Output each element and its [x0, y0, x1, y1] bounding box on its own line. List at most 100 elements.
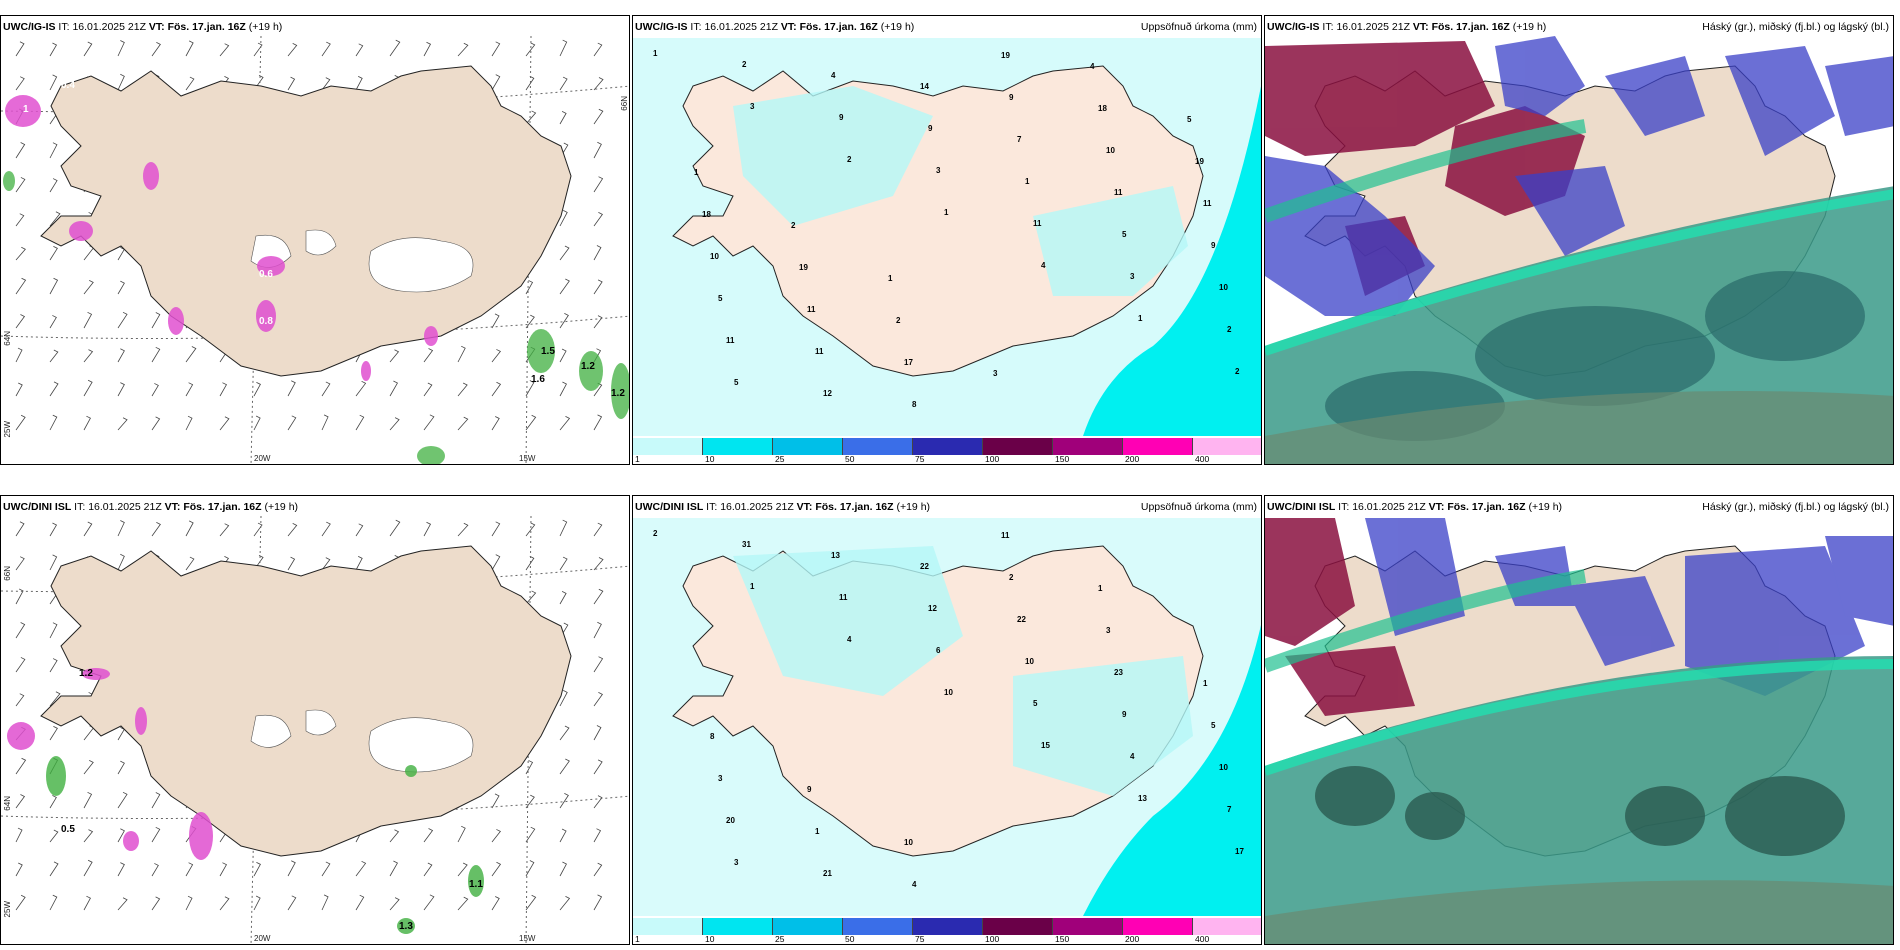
wind-barb [355, 380, 367, 397]
panel-header: UWC/DINI ISL IT: 16.01.2025 21Z VT: Fös.… [1265, 496, 1893, 518]
precip-value: 4 [1090, 62, 1095, 71]
colorbar-segment [703, 438, 773, 455]
precip-value: 8 [710, 732, 715, 741]
wind-barb [525, 794, 535, 809]
wind-barb [117, 246, 125, 261]
wind-barb [593, 42, 603, 57]
wind-barb [389, 349, 400, 363]
wind-barb [491, 349, 502, 363]
wind-barb [287, 860, 296, 877]
lon-label: 20W [254, 454, 271, 463]
wind-barb [83, 415, 91, 431]
precip-value: 31 [742, 540, 751, 549]
precip-value: 10 [1219, 763, 1228, 772]
wind-barb [83, 245, 95, 261]
wind-barb [321, 861, 331, 877]
precip-value: 5 [1122, 230, 1127, 239]
vt-value: Fös. 17.jan. 16Z [1431, 21, 1510, 33]
wind-barb [287, 415, 297, 431]
wind-barb [117, 553, 125, 571]
wind-barb [559, 895, 571, 911]
panel-wind-row2[interactable]: UWC/DINI ISL IT: 16.01.2025 21Z VT: Fös.… [0, 495, 630, 945]
wind-barb [559, 278, 570, 295]
wind-barb [593, 692, 603, 707]
colorbar-segment [913, 438, 983, 455]
wind-barb [593, 108, 604, 125]
colorbar-segment [773, 918, 843, 935]
colorbar-segment [913, 918, 983, 935]
colorbar-label: 10 [705, 454, 715, 464]
wind-barb [15, 277, 27, 295]
wind-barb [15, 177, 26, 193]
panel-cloud-row1[interactable]: UWC/IG-IS IT: 16.01.2025 21Z VT: Fös. 17… [1264, 15, 1894, 465]
precip-value: 3 [718, 774, 723, 783]
wind-barb [559, 76, 568, 91]
wind-barb [15, 894, 26, 911]
precip-value: 12 [823, 389, 832, 398]
wind-barb [355, 43, 364, 57]
wind-barb [559, 725, 570, 741]
wind-label: 1.2 [581, 361, 595, 372]
wind-barb [457, 522, 469, 537]
precip-value: 7 [1017, 135, 1022, 144]
precip-value: 11 [807, 305, 816, 314]
panel-precip-row1[interactable]: UWC/IG-IS IT: 16.01.2025 21Z VT: Fös. 17… [632, 15, 1262, 465]
colorbar-segment [633, 918, 703, 935]
colorbar-label: 400 [1195, 934, 1210, 944]
it-label: IT: [706, 501, 718, 513]
precip-value: 12 [928, 604, 937, 613]
lon-label: 15W [519, 934, 536, 943]
lat-label: 25W [3, 421, 12, 438]
wind-barb [525, 314, 535, 329]
colorbar: 1 10 25 50 75 100 150 200 400 [633, 916, 1261, 944]
wind-barb [49, 315, 57, 329]
wind-barb [423, 521, 432, 537]
wind-barb [83, 895, 91, 911]
panel-wind-row1[interactable]: UWC/IG-IS IT: 16.01.2025 21Z VT: Fös. 17… [0, 15, 630, 465]
wind-barb [49, 74, 58, 91]
it-label: IT: [1338, 501, 1350, 513]
wind-barb [49, 725, 58, 741]
wind-barb [423, 894, 435, 911]
wind-barb [593, 212, 603, 227]
panel-header: UWC/IG-IS IT: 16.01.2025 21Z VT: Fös. 17… [633, 16, 1261, 38]
wind-barb [151, 416, 161, 431]
precip-value: 18 [702, 210, 711, 219]
wind-barb [49, 691, 61, 707]
colorbar-segment [1053, 918, 1123, 935]
lead-time: (+19 h) [880, 21, 915, 33]
wind-barb [83, 725, 95, 741]
precip-value: 8 [912, 400, 917, 409]
colorbar-segment [1053, 438, 1123, 455]
it-value: 16.01.2025 21Z [72, 21, 146, 33]
precip-value: 5 [1033, 699, 1038, 708]
wind-barb [491, 381, 502, 397]
wind-barb [457, 416, 469, 431]
wind-barb [49, 245, 58, 261]
wind-barb [253, 861, 261, 877]
precip-value: 6 [936, 646, 941, 655]
wind-barb [559, 381, 567, 397]
wind-barb [559, 312, 569, 329]
wind-barb [15, 757, 27, 775]
wind-barb [525, 760, 534, 775]
precip-value: 10 [1106, 146, 1115, 155]
precip-value: 5 [1187, 115, 1192, 124]
precip-value: 11 [1114, 188, 1123, 197]
colorbar-segment [703, 918, 773, 935]
wind-barb [83, 379, 93, 397]
wind-barb [15, 314, 26, 329]
panel-cloud-row2[interactable]: UWC/DINI ISL IT: 16.01.2025 21Z VT: Fös.… [1264, 495, 1894, 945]
precip-value: 4 [831, 71, 836, 80]
wind-barb [287, 556, 296, 571]
colorbar-label: 25 [775, 934, 785, 944]
lead-time: (+19 h) [1528, 501, 1563, 513]
wind-barb [491, 829, 502, 843]
precip-title: Uppsöfnuð úrkoma (mm) [1140, 21, 1257, 33]
wind-barb [49, 829, 59, 843]
wind-barb [117, 73, 125, 91]
wind-barb [185, 520, 194, 537]
panel-precip-row2[interactable]: UWC/DINI ISL IT: 16.01.2025 21Z VT: Fös.… [632, 495, 1262, 945]
colorbar-label: 150 [1055, 934, 1070, 944]
model-name: UWC/IG-IS [3, 21, 56, 33]
